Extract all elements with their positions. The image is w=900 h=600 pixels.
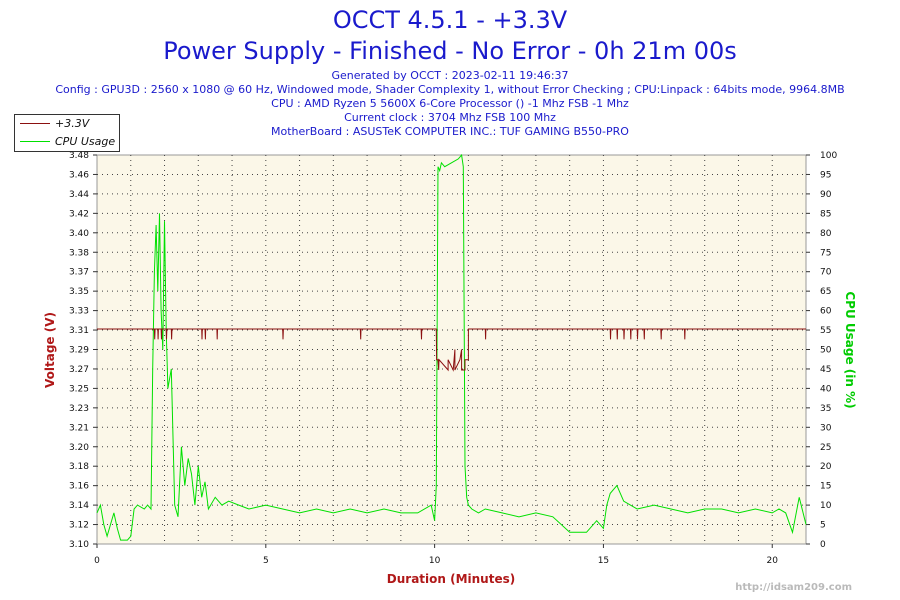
y-tick-label-left: 3.31 xyxy=(69,326,89,336)
x-tick-label: 15 xyxy=(598,556,609,566)
y-tick-label-right: 45 xyxy=(820,365,831,375)
y-tick-label-right: 35 xyxy=(820,404,831,414)
y-tick-label-right: 55 xyxy=(820,326,831,336)
chart-title: OCCT 4.5.1 - +3.3V xyxy=(332,6,568,34)
y-tick-label-left: 3.37 xyxy=(69,268,89,278)
info-line-clock: Current clock : 3704 Mhz FSB 100 Mhz xyxy=(344,111,556,124)
y-tick-label-right: 5 xyxy=(820,521,826,531)
y-tick-label-right: 80 xyxy=(820,229,832,239)
x-tick-label: 0 xyxy=(94,556,100,566)
y-axis-label-right: CPU Usage (in %) xyxy=(843,291,857,408)
y-tick-label-right: 90 xyxy=(820,190,832,200)
chart-legend: +3.3V CPU Usage xyxy=(14,114,120,152)
y-tick-label-right: 100 xyxy=(820,151,837,161)
y-tick-label-right: 20 xyxy=(820,462,832,472)
y-tick-label-left: 3.21 xyxy=(69,423,89,433)
legend-swatch-voltage xyxy=(20,123,50,124)
y-tick-label-left: 3.46 xyxy=(69,170,89,180)
y-tick-label-left: 3.10 xyxy=(69,540,89,550)
x-tick-label: 10 xyxy=(429,556,441,566)
cpu-usage-line xyxy=(96,153,807,541)
x-axis: 0 5 10 15 20 xyxy=(94,544,778,566)
chart-subtitle: Power Supply - Finished - No Error - 0h … xyxy=(163,37,737,65)
y-tick-label-right: 40 xyxy=(820,384,832,394)
plot-area xyxy=(96,154,807,545)
y-tick-label-right: 15 xyxy=(820,482,831,492)
info-line-motherboard: MotherBoard : ASUSTeK COMPUTER INC.: TUF… xyxy=(271,125,629,138)
y-tick-label-right: 10 xyxy=(820,501,832,511)
legend-swatch-cpu xyxy=(20,141,50,142)
legend-label-cpu: CPU Usage xyxy=(55,135,116,148)
y-axis-left: 3.10 3.12 3.14 3.16 3.18 3.20 3.21 3.23 3.25 3.27… xyxy=(69,151,97,550)
y-tick-label-right: 50 xyxy=(820,346,832,356)
legend-entry-cpu: CPU Usage xyxy=(15,133,119,151)
info-line-cpu: CPU : AMD Ryzen 5 5600X 6-Core Processor… xyxy=(271,97,629,110)
y-tick-label-left: 3.25 xyxy=(69,384,89,394)
y-tick-label-left: 3.23 xyxy=(69,404,89,414)
y-tick-label-left: 3.44 xyxy=(69,190,89,200)
y-tick-label-left: 3.12 xyxy=(69,521,89,531)
y-tick-label-right: 25 xyxy=(820,443,831,453)
y-tick-label-right: 75 xyxy=(820,248,831,258)
y-tick-label-right: 60 xyxy=(820,307,832,317)
y-tick-label-left: 3.38 xyxy=(69,248,89,258)
y-tick-label-right: 30 xyxy=(820,423,832,433)
x-tick-label: 20 xyxy=(767,556,779,566)
y-tick-label-right: 85 xyxy=(820,209,831,219)
info-line-config: Config : GPU3D : 2560 x 1080 @ 60 Hz, Wi… xyxy=(55,83,845,96)
y-tick-label-left: 3.18 xyxy=(69,462,89,472)
legend-entry-voltage: +3.3V xyxy=(15,115,119,133)
y-tick-label-left: 3.48 xyxy=(69,151,89,161)
y-tick-label-left: 3.14 xyxy=(69,501,89,511)
voltage-line xyxy=(97,328,806,372)
y-tick-label-left: 3.35 xyxy=(69,287,89,297)
y-tick-label-right: 65 xyxy=(820,287,831,297)
y-tick-label-left: 3.20 xyxy=(69,443,89,453)
y-tick-label-right: 0 xyxy=(820,540,826,550)
y-tick-label-left: 3.33 xyxy=(69,307,89,317)
y-tick-label-right: 70 xyxy=(820,268,832,278)
y-tick-label-right: 95 xyxy=(820,170,831,180)
y-axis-label-left: Voltage (V) xyxy=(43,312,57,388)
series-cpu-usage xyxy=(96,153,807,541)
y-tick-label-left: 3.42 xyxy=(69,209,89,219)
x-tick-label: 5 xyxy=(263,556,269,566)
legend-label-voltage: +3.3V xyxy=(55,117,90,130)
y-tick-label-left: 3.27 xyxy=(69,365,89,375)
watermark: http://idsam209.com xyxy=(735,582,852,593)
x-axis-label: Duration (Minutes) xyxy=(387,572,515,586)
y-axis-right: 0 5 10 15 20 25 30 35 40 45 50 55 60 65 70 75 80 85 90 95 10… xyxy=(806,151,837,550)
grid xyxy=(97,155,806,544)
info-line-generated: Generated by OCCT : 2023-02-11 19:46:37 xyxy=(331,69,569,82)
series-voltage xyxy=(97,328,806,372)
y-tick-label-left: 3.16 xyxy=(69,482,89,492)
y-tick-label-left: 3.29 xyxy=(69,346,89,356)
y-tick-label-left: 3.40 xyxy=(69,229,89,239)
